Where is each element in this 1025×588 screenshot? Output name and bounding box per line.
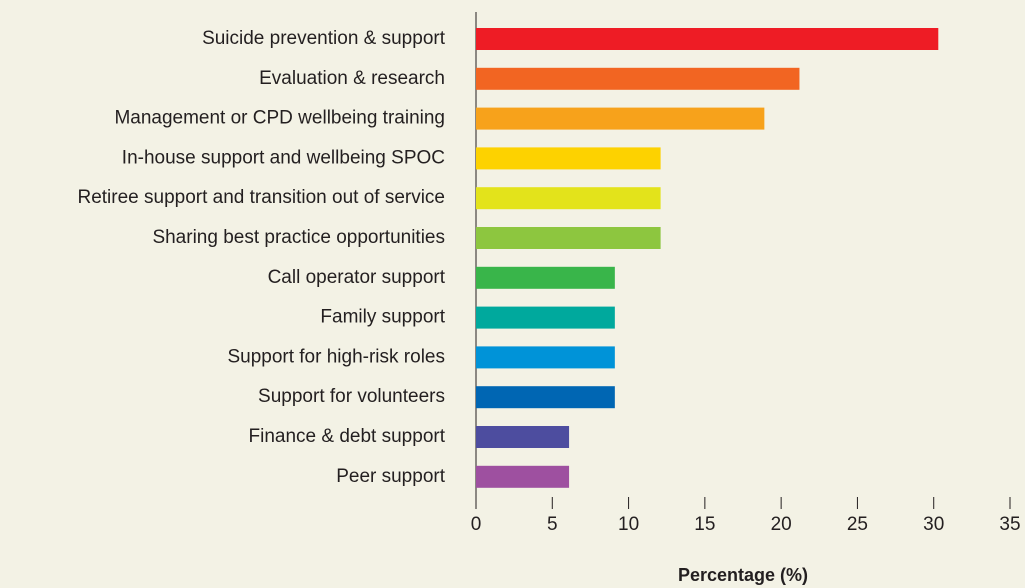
y-tick-label: Finance & debt support [249, 426, 446, 447]
x-tick-label: 25 [847, 514, 868, 535]
y-tick-label: Sharing best practice opportunities [152, 227, 445, 248]
bar [476, 306, 615, 329]
y-tick-label: In-house support and wellbeing SPOC [122, 147, 445, 168]
bar [476, 465, 570, 488]
bar [476, 147, 661, 170]
y-tick-label: Peer support [336, 466, 446, 487]
bar [476, 386, 615, 409]
x-tick-label: 30 [923, 514, 944, 535]
bar [476, 187, 661, 210]
bar [476, 346, 615, 369]
x-tick-label: 0 [471, 514, 482, 535]
y-tick-label: Family support [320, 307, 445, 328]
bar [476, 266, 615, 289]
bar [476, 67, 800, 90]
bar [476, 227, 661, 249]
y-tick-label: Evaluation & research [259, 68, 445, 89]
bar [476, 107, 765, 130]
x-tick-label: 20 [771, 514, 792, 535]
y-tick-label: Management or CPD wellbeing training [114, 108, 445, 129]
bar [476, 28, 939, 50]
y-tick-label: Support for high-risk roles [227, 346, 445, 367]
x-axis-label: Percentage (%) [678, 565, 808, 585]
bar [476, 426, 570, 448]
y-tick-label: Call operator support [268, 267, 446, 288]
x-tick-label: 5 [547, 514, 558, 535]
x-tick-label: 35 [999, 514, 1020, 535]
y-tick-label: Suicide prevention & support [202, 28, 446, 49]
x-tick-label: 15 [694, 514, 715, 535]
y-tick-label: Retiree support and transition out of se… [77, 187, 445, 208]
y-tick-label: Support for volunteers [258, 386, 445, 407]
x-tick-label: 10 [618, 514, 639, 535]
